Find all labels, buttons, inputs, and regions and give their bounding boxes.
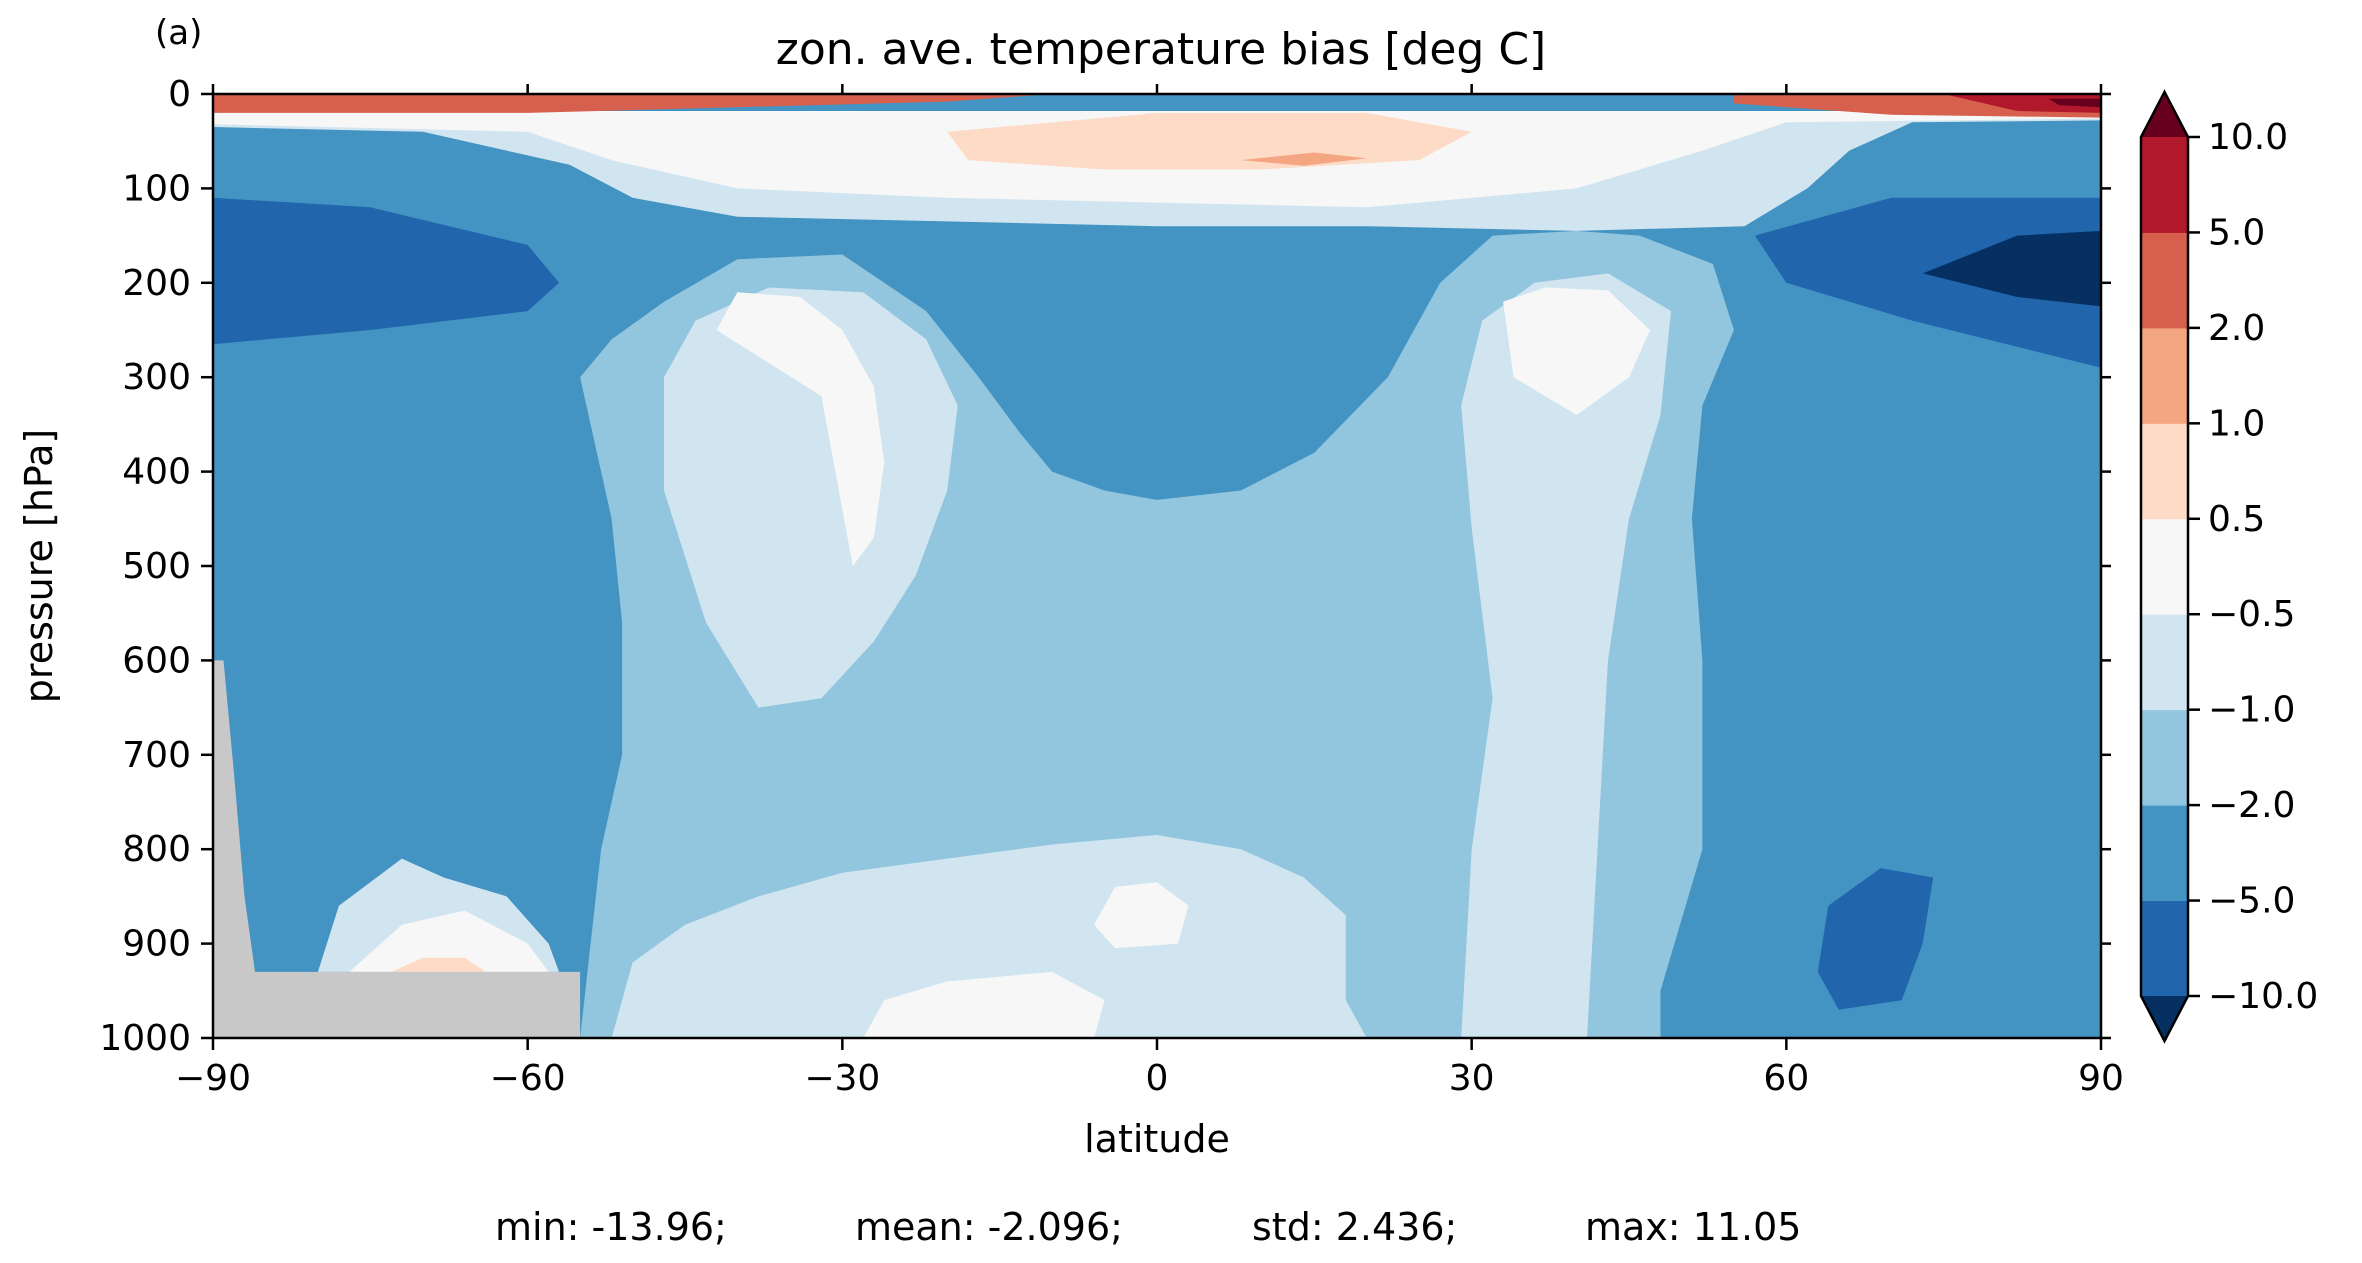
y-tick-label: 500 xyxy=(122,546,191,587)
colorbar-tick-label: 2.0 xyxy=(2208,308,2265,349)
y-axis-label: pressure [hPa] xyxy=(17,429,61,703)
contour-region-polar-nh-core xyxy=(1922,230,2101,307)
contour-region-strat-top-sh xyxy=(213,94,1053,113)
panel-label: (a) xyxy=(155,13,202,53)
y-tick-label: 1000 xyxy=(99,1018,191,1059)
stat-mean: mean: -2.096; xyxy=(855,1205,1123,1249)
contour-region-sh-lower-pocket-3 xyxy=(391,957,486,972)
y-tick-label: 800 xyxy=(122,829,191,870)
y-tick-label: 700 xyxy=(122,735,191,776)
colorbar-segment xyxy=(2141,137,2188,233)
colorbar-tick-label: −1.0 xyxy=(2208,690,2295,731)
colorbar-segment xyxy=(2141,423,2188,520)
masked-topography xyxy=(213,660,581,1038)
colorbar-segment xyxy=(2141,232,2188,329)
contour-region-lower-warm xyxy=(863,971,1105,1038)
x-axis: −90 −60 −30 0 30 60 90 xyxy=(175,84,2124,1099)
colorbar-tick-label: −5.0 xyxy=(2208,881,2295,922)
x-tick-label: 60 xyxy=(1763,1058,1809,1099)
x-axis-label: latitude xyxy=(1084,1117,1230,1161)
colorbar-tick-label: 5.0 xyxy=(2208,212,2265,253)
colorbar-tick-label: −0.5 xyxy=(2208,594,2295,635)
colorbar-segment xyxy=(2141,709,2188,806)
contour-region-cool-core-sh xyxy=(664,287,958,708)
colorbar-extend-top xyxy=(2141,92,2188,137)
colorbar: −10.0 −5.0 −2.0 −1.0 −0.5 0.5 1.0 2.0 5.0 10.0 xyxy=(2139,89,2318,1044)
x-tick-label: −30 xyxy=(804,1058,880,1099)
y-tick-label: 600 xyxy=(122,640,191,681)
stat-std: std: 2.436; xyxy=(1252,1205,1457,1249)
contour-region-near-zero-sh xyxy=(716,292,885,566)
y-tick-label: 100 xyxy=(122,168,191,209)
colorbar-segment xyxy=(2141,900,2188,997)
colorbar-tick-label: −2.0 xyxy=(2208,785,2295,826)
stats-line: min: -13.96; mean: -2.096; std: 2.436; m… xyxy=(495,1205,1801,1249)
colorbar-extend-bottom xyxy=(2141,996,2188,1041)
y-tick-label: 900 xyxy=(122,924,191,965)
contour-region-lower-warm-2 xyxy=(1094,882,1189,949)
x-tick-label: −90 xyxy=(175,1058,251,1099)
plot-area xyxy=(213,94,2101,1038)
contour-region-strat-band-3 xyxy=(947,112,1472,170)
contour-region-polar-sh-cold xyxy=(213,197,560,345)
stat-max: max: 11.05 xyxy=(1585,1205,1801,1249)
x-tick-label: 30 xyxy=(1449,1058,1495,1099)
contour-region-sh-lower-pocket-2 xyxy=(349,910,549,972)
contour-region-nh-lower-pocket xyxy=(1817,868,1934,1010)
colorbar-tick-label: 10.0 xyxy=(2208,117,2288,158)
contour-region-strat-top-nh-3 xyxy=(2048,98,2101,108)
contour-region-near-zero-nh xyxy=(1503,287,1650,415)
colorbar-segment xyxy=(2141,614,2188,711)
x-tick-label: 0 xyxy=(1146,1058,1169,1099)
contour-region-strat-warm-nh xyxy=(1240,152,1367,166)
colorbar-tick-label: −10.0 xyxy=(2208,976,2318,1017)
y-axis: 0 100 200 300 400 500 600 700 800 900 1000 xyxy=(99,74,2111,1059)
contour-region-lower-sh xyxy=(611,835,1367,1038)
stat-min: min: -13.96; xyxy=(495,1205,727,1249)
x-tick-label: −60 xyxy=(490,1058,566,1099)
colorbar-segment xyxy=(2141,518,2188,615)
colorbar-tick-label: 1.0 xyxy=(2208,403,2265,444)
y-tick-label: 200 xyxy=(122,263,191,304)
chart-title: zon. ave. temperature bias [deg C] xyxy=(776,24,1546,75)
x-tick-label: 90 xyxy=(2078,1058,2124,1099)
colorbar-segment xyxy=(2141,805,2188,902)
y-tick-label: 400 xyxy=(122,452,191,493)
colorbar-tick-label: 0.5 xyxy=(2208,499,2265,540)
colorbar-segment xyxy=(2141,327,2188,424)
y-tick-label: 0 xyxy=(168,74,191,115)
y-tick-label: 300 xyxy=(122,357,191,398)
contour-region-cool-core-nh xyxy=(1461,273,1671,1038)
